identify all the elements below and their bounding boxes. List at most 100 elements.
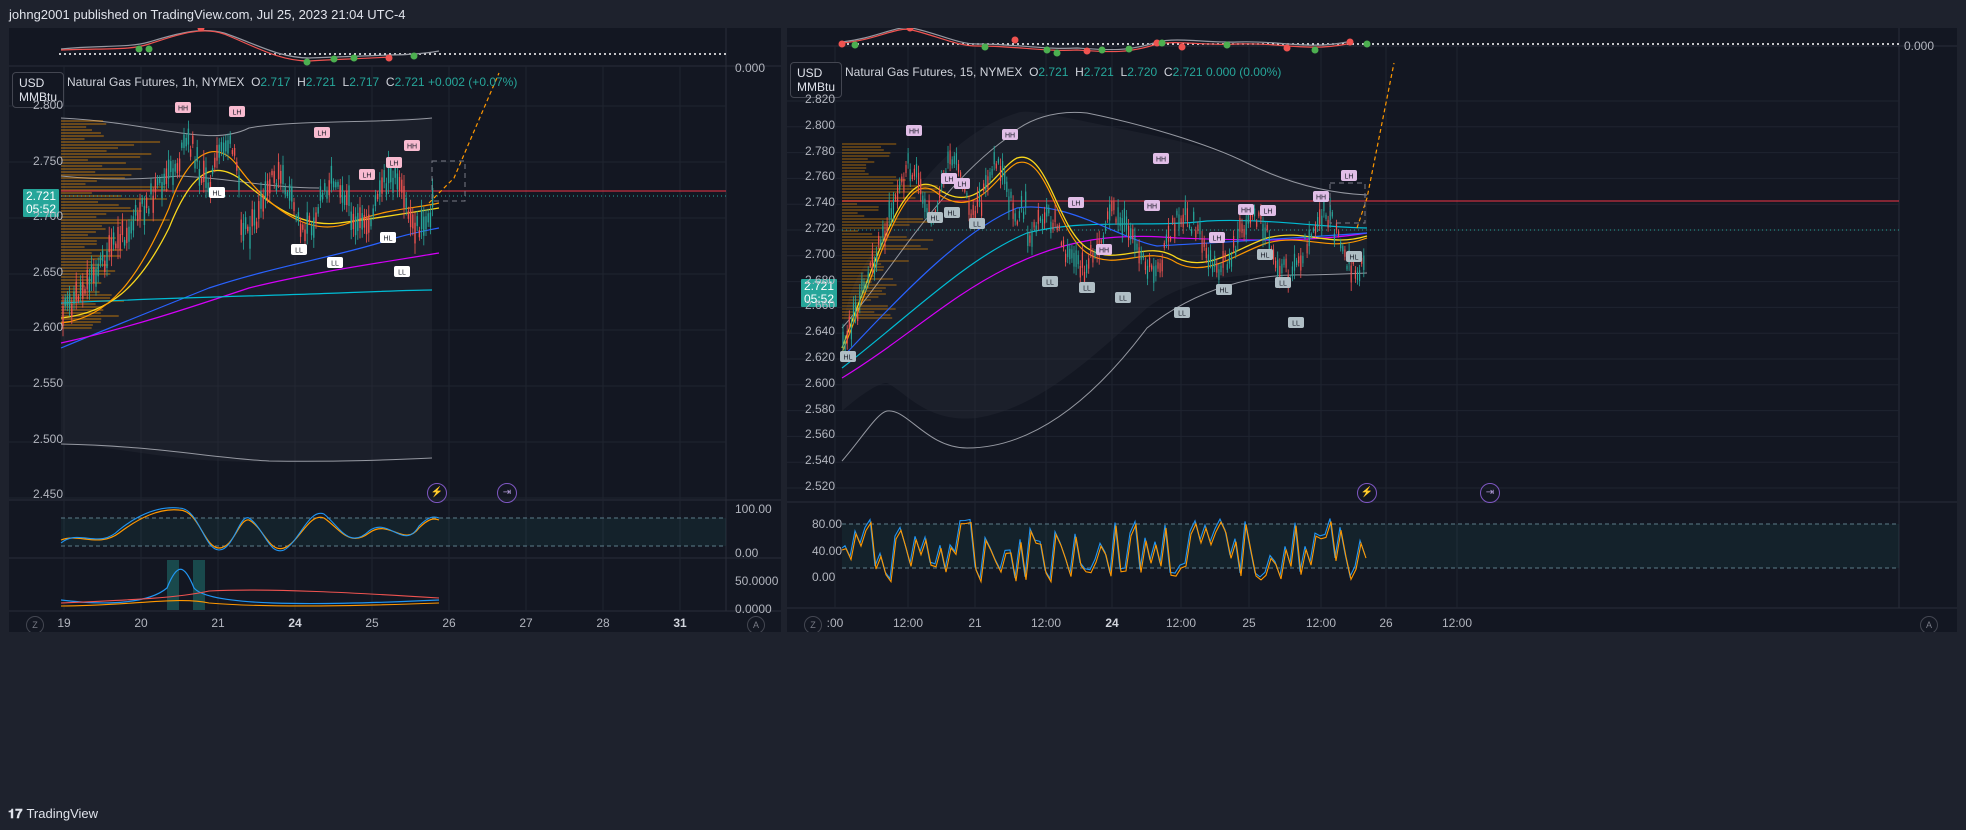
- svg-text:LH: LH: [1213, 236, 1222, 243]
- time-axis-tick: 26: [442, 616, 456, 630]
- time-axis-tick: 12:00: [1165, 616, 1197, 630]
- time-axis-tick: 20: [134, 616, 148, 630]
- price-axis-tick: 2.600: [33, 320, 64, 335]
- stoch-axis-tick: 100.00: [735, 502, 772, 516]
- structure-label: HH: [1153, 153, 1169, 164]
- price-axis-tick: 2.800: [805, 117, 836, 132]
- svg-text:HL: HL: [384, 236, 393, 243]
- structure-label: LH: [359, 169, 375, 180]
- price-axis-tick: 2.540: [805, 453, 836, 468]
- price-axis-tick: 2.750: [33, 153, 64, 168]
- price-axis-tick: 2.780: [805, 143, 836, 158]
- auto-scale-button[interactable]: A: [747, 616, 765, 632]
- svg-text:HH: HH: [1099, 248, 1109, 255]
- price-axis-tick: 2.680: [805, 272, 836, 287]
- adx-axis-tick: 50.0000: [735, 574, 779, 588]
- time-axis-tick: :00: [826, 616, 844, 630]
- structure-label: HH: [1002, 129, 1018, 140]
- price-axis-tick: 2.550: [33, 376, 64, 390]
- svg-text:HH: HH: [1147, 204, 1157, 211]
- price-axis-tick: 2.580: [805, 401, 836, 416]
- svg-text:LH: LH: [318, 131, 327, 138]
- auto-scale-button[interactable]: A: [1920, 616, 1938, 632]
- price-axis-tick: 2.650: [33, 264, 64, 279]
- time-axis-tick: 24: [288, 616, 302, 630]
- svg-text:LL: LL: [1119, 296, 1127, 303]
- svg-text:LL: LL: [1279, 281, 1287, 288]
- price-axis-tick: 2.800: [33, 98, 64, 112]
- price-axis-tick: 2.520: [805, 479, 836, 493]
- structure-label: HL: [1257, 249, 1273, 260]
- lightning-icon[interactable]: ⚡: [427, 483, 447, 503]
- structure-label: LH: [1341, 170, 1357, 181]
- right-chart-canvas[interactable]: HH HH LH LH HL HL LL HH LH LH HH LH HH LH HH HH HL HL LL LL…: [787, 28, 1957, 632]
- open-value: 2.717: [260, 75, 291, 89]
- svg-text:HL: HL: [1350, 255, 1359, 262]
- left-chart-pane[interactable]: HH LH LH LH LH HH HL LL LL HL LL USD MMBtu Natural…: [9, 28, 781, 632]
- structure-label: HL: [927, 212, 943, 223]
- structure-label: HL: [840, 351, 856, 362]
- svg-text:LH: LH: [363, 173, 372, 180]
- svg-text:LH: LH: [958, 182, 967, 189]
- zoom-axis-button[interactable]: Z: [804, 616, 822, 632]
- structure-label: HH: [1096, 244, 1112, 255]
- symbol-title: Natural Gas Futures, 15, NYMEX: [845, 65, 1023, 79]
- tradingview-logo[interactable]: 𝟏𝟕 TradingView: [8, 806, 98, 822]
- price-axis-tick: 2.660: [805, 298, 836, 313]
- go-to-realtime-icon[interactable]: ⇥: [1480, 483, 1500, 503]
- symbol-legend[interactable]: Natural Gas Futures, 15, NYMEX O2.721 H2…: [845, 65, 1282, 79]
- currency-label: USD: [19, 76, 45, 90]
- price-axis-tick: 2.450: [33, 487, 64, 502]
- svg-text:LL: LL: [331, 261, 339, 268]
- time-axis-tick: 12:00: [892, 616, 924, 630]
- structure-label: LL: [969, 218, 985, 229]
- structure-label: HL: [380, 232, 396, 243]
- stoch-axis-tick: 80.00: [812, 517, 843, 531]
- bar-countdown: 05:52: [804, 292, 835, 306]
- price-axis-tick: 2.700: [805, 246, 836, 261]
- price-axis-tick: 2.560: [805, 427, 836, 442]
- structure-label: LL: [1079, 282, 1095, 293]
- svg-text:LL: LL: [398, 270, 406, 277]
- left-chart-canvas[interactable]: HH LH LH LH LH HH HL LL LL HL LL: [9, 28, 781, 632]
- svg-text:HH: HH: [407, 144, 417, 151]
- symbol-title: Natural Gas Futures, 1h, NYMEX: [67, 75, 245, 89]
- currency-unit-badge[interactable]: USD MMBtu: [12, 72, 65, 108]
- right-chart-pane[interactable]: HH HH LH LH HL HL LL HH LH LH HH LH HH LH HH HH HL HL LL LL…: [787, 28, 1957, 632]
- bar-countdown: 05:52: [26, 202, 57, 216]
- stoch-axis-tick: 0.00: [735, 546, 759, 560]
- time-axis-tick: 25: [365, 616, 379, 630]
- structure-label: LL: [1174, 307, 1190, 318]
- svg-text:HH: HH: [178, 106, 188, 113]
- svg-text:HH: HH: [1241, 208, 1251, 215]
- high-value: 2.721: [1083, 65, 1114, 79]
- structure-label: LH: [1209, 232, 1225, 243]
- svg-text:HL: HL: [1220, 288, 1229, 295]
- low-value: 2.720: [1127, 65, 1158, 79]
- structure-label: LL: [394, 266, 410, 277]
- zoom-axis-button[interactable]: Z: [26, 616, 44, 632]
- svg-text:HL: HL: [931, 216, 940, 223]
- structure-label: LH: [1068, 197, 1084, 208]
- time-axis-tick: 21: [211, 616, 225, 630]
- go-to-realtime-icon[interactable]: ⇥: [497, 483, 517, 503]
- svg-text:LH: LH: [390, 161, 399, 168]
- close-value: 2.721: [1172, 65, 1203, 79]
- svg-text:HH: HH: [1316, 195, 1326, 202]
- structure-label: LL: [1115, 292, 1131, 303]
- structure-label: LH: [941, 173, 957, 184]
- structure-label: LH: [386, 157, 402, 168]
- structure-label: HH: [404, 140, 420, 151]
- structure-label: HL: [1216, 284, 1232, 295]
- svg-text:HH: HH: [1156, 157, 1166, 164]
- current-price-label: 2.721 05:52: [23, 189, 60, 217]
- price-axis-tick: 2.820: [805, 92, 836, 106]
- structure-label: LL: [1275, 277, 1291, 288]
- currency-unit-badge[interactable]: USD MMBtu: [790, 62, 843, 98]
- current-price-label: 2.721 05:52: [801, 279, 838, 307]
- structure-label: LL: [291, 244, 307, 255]
- time-axis-tick: 31: [673, 616, 687, 630]
- structure-label: HL: [209, 187, 225, 198]
- symbol-legend[interactable]: Natural Gas Futures, 1h, NYMEX O2.717 H2…: [67, 75, 518, 89]
- lightning-icon[interactable]: ⚡: [1357, 483, 1377, 503]
